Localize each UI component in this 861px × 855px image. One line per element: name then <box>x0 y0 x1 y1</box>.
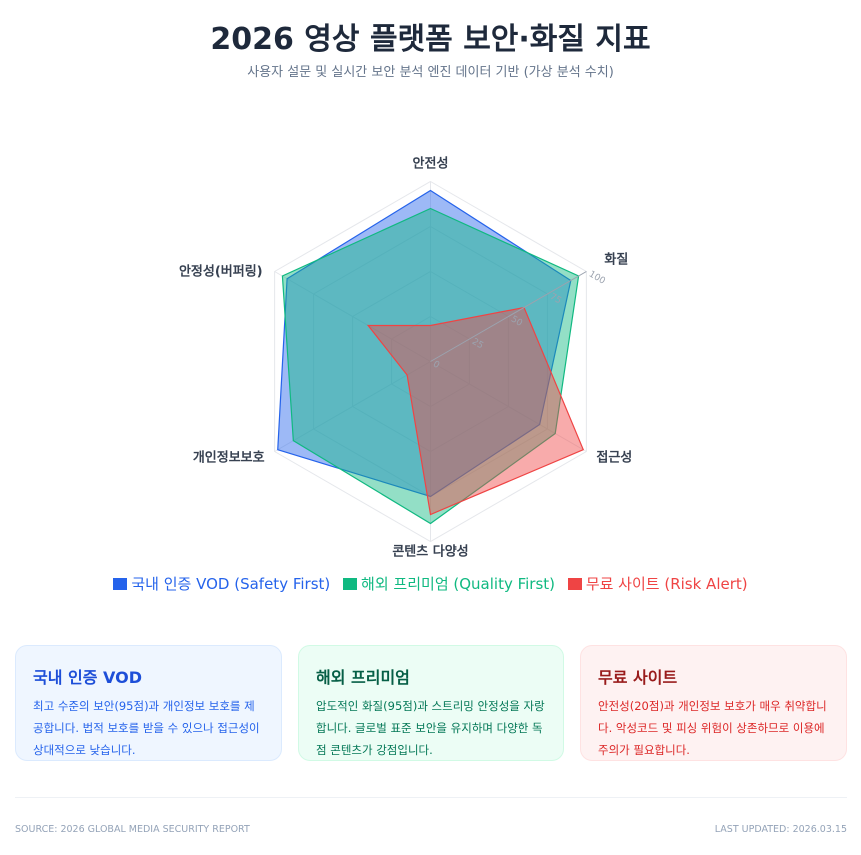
axis-label: 개인정보보호 <box>193 450 265 466</box>
card-title: 해외 프리미엄 <box>316 668 410 687</box>
card-domestic: 국내 인증 VOD 최고 수준의 보안(95점)과 개인정보 보호를 제공합니다… <box>15 645 282 761</box>
footer-source: SOURCE: 2026 GLOBAL MEDIA SECURITY REPOR… <box>15 824 250 835</box>
tick-label: 75 <box>548 292 563 306</box>
card-free: 무료 사이트 안전성(20점)과 개인정보 보호가 매우 취약합니다. 악성코드… <box>580 645 847 761</box>
card-title: 국내 인증 VOD <box>33 668 143 687</box>
tick-label: 0 <box>431 359 441 371</box>
legend-label: 해외 프리미엄 (Quality First) <box>361 575 556 593</box>
axis-label: 화질 <box>604 252 628 268</box>
tick-label: 25 <box>470 337 485 351</box>
grid-spoke <box>274 271 431 362</box>
legend-label: 무료 사이트 (Risk Alert) <box>585 575 748 593</box>
footer-updated: LAST UPDATED: 2026.03.15 <box>714 824 847 835</box>
card-text: 압도적인 화질(95점)과 스트리밍 안정성을 자랑합니다. 글로벌 표준 보안… <box>316 699 545 757</box>
legend-item-domestic[interactable]: 국내 인증 VOD (Safety First) <box>113 573 330 594</box>
legend-label: 국내 인증 VOD (Safety First) <box>131 575 331 593</box>
axis-label: 콘텐츠 다양성 <box>392 544 468 560</box>
page-subtitle: 사용자 설문 및 실시간 보안 분석 엔진 데이터 기반 (가상 분석 수치) <box>247 65 614 80</box>
legend-item-overseas[interactable]: 해외 프리미엄 (Quality First) <box>343 573 555 594</box>
radial-axis <box>430 271 587 362</box>
axis-label: 접근성 <box>596 450 632 466</box>
footer-divider <box>15 797 847 798</box>
legend-swatch <box>343 577 358 590</box>
tick-label: 100 <box>587 269 607 286</box>
page-title: 2026 영상 플랫폼 보안·화질 지표 <box>210 22 651 57</box>
card-text: 최고 수준의 보안(95점)과 개인정보 보호를 제공합니다. 법적 보호를 받… <box>33 699 260 757</box>
card-text: 안전성(20점)과 개인정보 보호가 매우 취약합니다. 악성코드 및 피싱 위… <box>598 699 827 757</box>
legend-item-free[interactable]: 무료 사이트 (Risk Alert) <box>567 573 748 594</box>
grid-spoke <box>274 361 431 452</box>
card-overseas: 해외 프리미엄 압도적인 화질(95점)과 스트리밍 안정성을 자랑합니다. 글… <box>298 645 564 761</box>
legend-swatch <box>567 577 582 590</box>
legend-swatch <box>113 577 128 590</box>
card-title: 무료 사이트 <box>598 668 678 687</box>
axis-label: 안전성 <box>413 156 449 172</box>
axis-label: 안정성(버퍼링) <box>179 264 263 280</box>
legend: 국내 인증 VOD (Safety First) 해외 프리미엄 (Qualit… <box>0 573 861 594</box>
grid-spoke <box>430 361 587 452</box>
